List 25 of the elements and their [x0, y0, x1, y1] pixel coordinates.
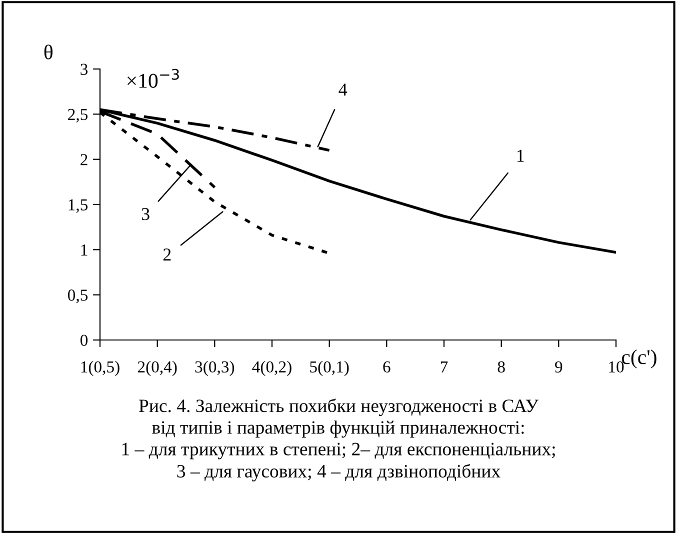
annotation: 1: [517, 150, 524, 162]
annotation: ×10$^{−3}$: [127, 68, 179, 88]
y-tick-label: 2: [80, 154, 88, 166]
y-tick-label: 1,5: [68, 199, 88, 213]
x-axis-title: c(c'): [622, 349, 656, 368]
x-tick-label: 7: [440, 361, 448, 372]
x-tick-label: 8: [498, 361, 505, 373]
x-tick-label: 2(0,4): [138, 360, 177, 376]
x-tick-label: 4(0,2): [252, 360, 292, 376]
y-tick-label: 0,5: [68, 290, 88, 304]
x-tick-label: 3(0,3): [195, 360, 234, 376]
text: Рис. 4. Залежність похибки неузгодженості в САУ від типів і параметрів функцій приналежності: 1 – для трикутних в степені; 2– для експоненціальних; 3 – для гаусових; 4 – для дзвіноподібних: [122, 398, 555, 482]
y-tick-label: 3: [80, 64, 88, 75]
y-tick-label: 0: [80, 334, 88, 346]
x-tick-label: 10: [609, 361, 624, 373]
x-tick-label: 5(0,1): [310, 360, 349, 376]
y-tick-label: 1: [81, 244, 88, 256]
x-tick-label: 9: [555, 361, 562, 373]
x-tick-label: 6: [383, 361, 390, 373]
y-tick-label: 2,5: [68, 108, 88, 123]
x-tick-label: 1(0,5): [81, 360, 120, 376]
annotation: 3: [142, 208, 150, 220]
annotation: 2: [163, 248, 171, 261]
y-axis-title: θ: [44, 44, 53, 60]
annotation: 4: [338, 84, 348, 96]
